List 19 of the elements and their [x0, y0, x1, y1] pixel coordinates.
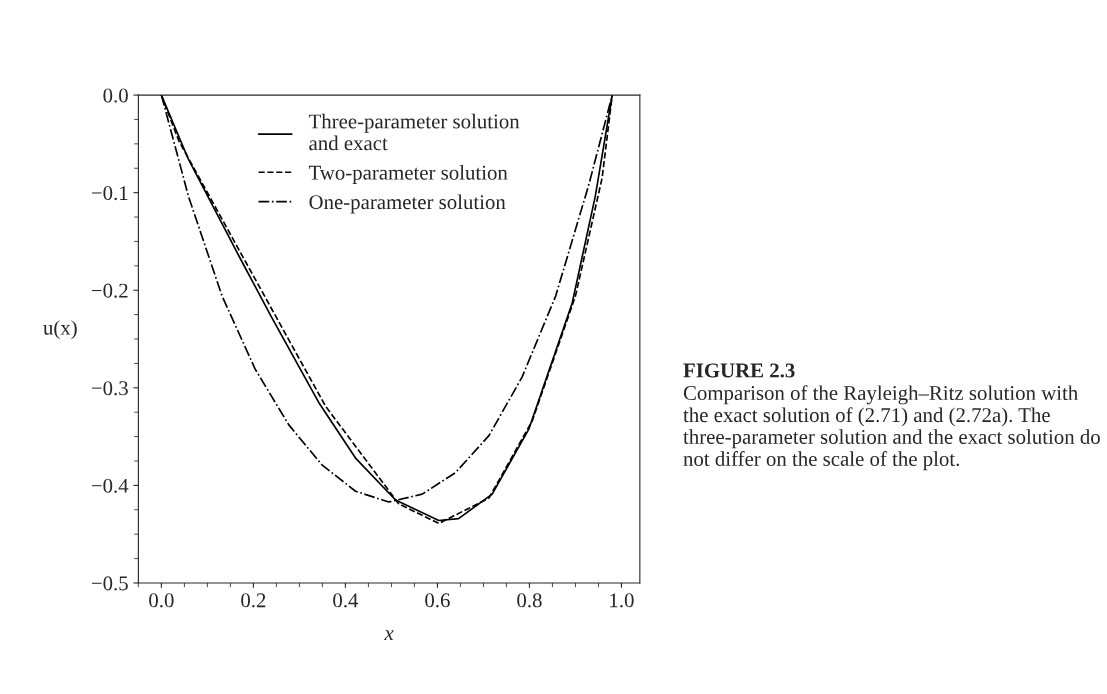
y-tick-label: −0.4 [91, 478, 129, 493]
legend-label: One-parameter solution [309, 194, 506, 214]
x-tick-label: 1.0 [610, 593, 634, 608]
y-axis-title: u(x) [43, 320, 77, 340]
x-tick-label: 0.2 [241, 593, 266, 608]
text: FIGURE 2.3 [683, 363, 795, 378]
x-tick-label: 0.6 [425, 593, 450, 608]
x-tick-label: 0.4 [333, 593, 359, 608]
legend-label: Two-parameter solution [308, 165, 508, 184]
legend-label: Three-parameter solution and exact [308, 113, 520, 151]
y-tick-label: −0.2 [91, 283, 128, 298]
text: Comparison of the Rayleigh–Ritz solution with the exact solution of (2.71) and (2.72a). The three-parameter solution and the exact solution do not differ on the scale of the plot. [683, 385, 1100, 471]
y-tick-label: −0.1 [91, 186, 128, 201]
x-tick-label: 0.8 [517, 593, 542, 608]
x-axis-title: x [384, 630, 394, 640]
y-tick-label: −0.5 [91, 576, 128, 591]
x-tick-label: 0.0 [149, 593, 174, 608]
y-tick-label: 0.0 [103, 88, 128, 103]
y-tick-label: −0.3 [91, 381, 128, 396]
